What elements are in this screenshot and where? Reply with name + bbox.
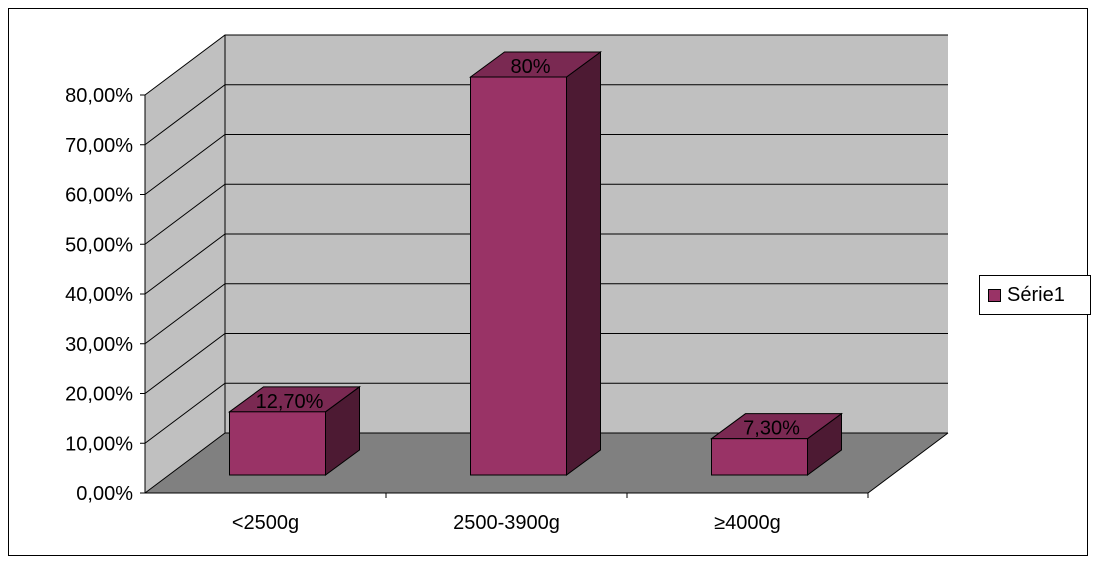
bar: [711, 438, 808, 476]
y-tick-label: 50,00%: [65, 234, 133, 256]
data-label: 80%: [510, 56, 550, 78]
x-tick-label: 2500-3900g: [453, 512, 560, 534]
y-tick-label: 30,00%: [65, 334, 133, 356]
bar: [470, 76, 567, 476]
x-tick-label: ≥4000g: [714, 512, 781, 534]
y-tick-label: 40,00%: [65, 284, 133, 306]
data-label: 7,30%: [743, 418, 800, 440]
data-label: 12,70%: [256, 391, 324, 413]
y-tick-label: 80,00%: [65, 85, 133, 107]
legend: Série1: [979, 275, 1091, 315]
legend-swatch: [988, 288, 1001, 302]
bar-side: [566, 51, 601, 476]
x-tick-label: <2500g: [232, 512, 299, 534]
y-tick-label: 60,00%: [65, 185, 133, 207]
floor-edge: [867, 432, 949, 494]
y-tick-label: 10,00%: [65, 433, 133, 455]
y-tick-label: 0,00%: [76, 483, 133, 505]
y-tick-label: 20,00%: [65, 384, 133, 406]
y-tick-label: 70,00%: [65, 135, 133, 157]
bar: [229, 411, 326, 476]
legend-label: Série1: [1007, 283, 1065, 306]
